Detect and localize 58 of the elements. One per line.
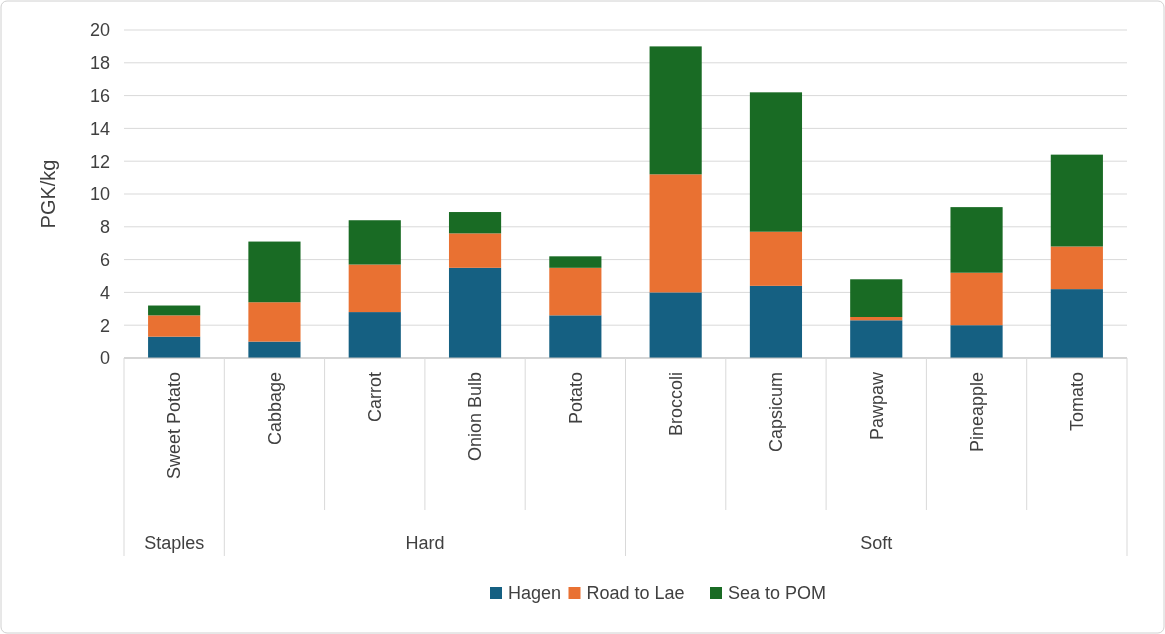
bar <box>448 267 502 358</box>
bar <box>649 292 702 358</box>
bar <box>1050 154 1103 247</box>
x-tick-label: Cabbage <box>264 372 285 446</box>
x-tick-label: Sweet Potato <box>164 372 185 480</box>
y-tick-label: 20 <box>89 20 110 41</box>
bar <box>248 302 301 342</box>
bar <box>749 231 803 286</box>
bar <box>950 325 1003 358</box>
bar <box>348 220 401 265</box>
bar <box>549 256 602 268</box>
y-tick-label: 16 <box>89 85 110 106</box>
x-tick-label: Potato <box>565 372 586 425</box>
bar <box>850 320 903 358</box>
bar <box>448 212 502 234</box>
bar <box>850 317 903 321</box>
bar <box>850 279 903 317</box>
bar <box>348 312 401 358</box>
text: Staples <box>144 533 205 553</box>
bar <box>950 207 1003 273</box>
x-tick-label: Capsicum <box>766 372 787 453</box>
bar <box>749 285 803 358</box>
legend-label: Road to Lae <box>586 583 685 604</box>
y-axis-title: PGK/kg <box>37 159 59 229</box>
y-tick-label: 14 <box>89 118 110 139</box>
x-tick-label: Onion Bulb <box>465 372 486 462</box>
bar <box>148 315 201 337</box>
bar <box>248 241 301 303</box>
bar <box>950 272 1003 326</box>
y-tick-label: 6 <box>99 249 110 270</box>
text: Soft <box>860 533 893 553</box>
bar <box>549 315 602 358</box>
text: Hard <box>405 533 445 553</box>
bar <box>148 336 201 358</box>
bar <box>1050 289 1103 358</box>
x-tick-label: Broccoli <box>665 372 686 437</box>
bar <box>649 46 702 175</box>
bar <box>649 174 702 293</box>
y-tick-label: 18 <box>89 53 110 74</box>
bar <box>148 305 201 316</box>
x-tick-label: Pineapple <box>966 372 987 453</box>
bar <box>549 267 602 316</box>
y-tick-label: 8 <box>99 217 110 238</box>
bar <box>749 92 803 232</box>
y-tick-label: 4 <box>99 282 110 303</box>
legend-label: Hagen <box>508 583 562 604</box>
x-tick-label: Carrot <box>365 372 386 423</box>
y-tick-label: 0 <box>99 348 110 369</box>
y-tick-label: 12 <box>89 151 110 172</box>
bar <box>348 264 401 313</box>
y-tick-label: 10 <box>89 184 110 205</box>
legend-label: Sea to POM <box>728 583 827 604</box>
y-tick-label: 2 <box>99 315 110 336</box>
bar <box>248 341 301 358</box>
x-tick-label: Pawpaw <box>866 371 887 441</box>
bar <box>1050 246 1103 290</box>
x-tick-label: Tomato <box>1067 372 1088 432</box>
bar <box>448 233 502 268</box>
